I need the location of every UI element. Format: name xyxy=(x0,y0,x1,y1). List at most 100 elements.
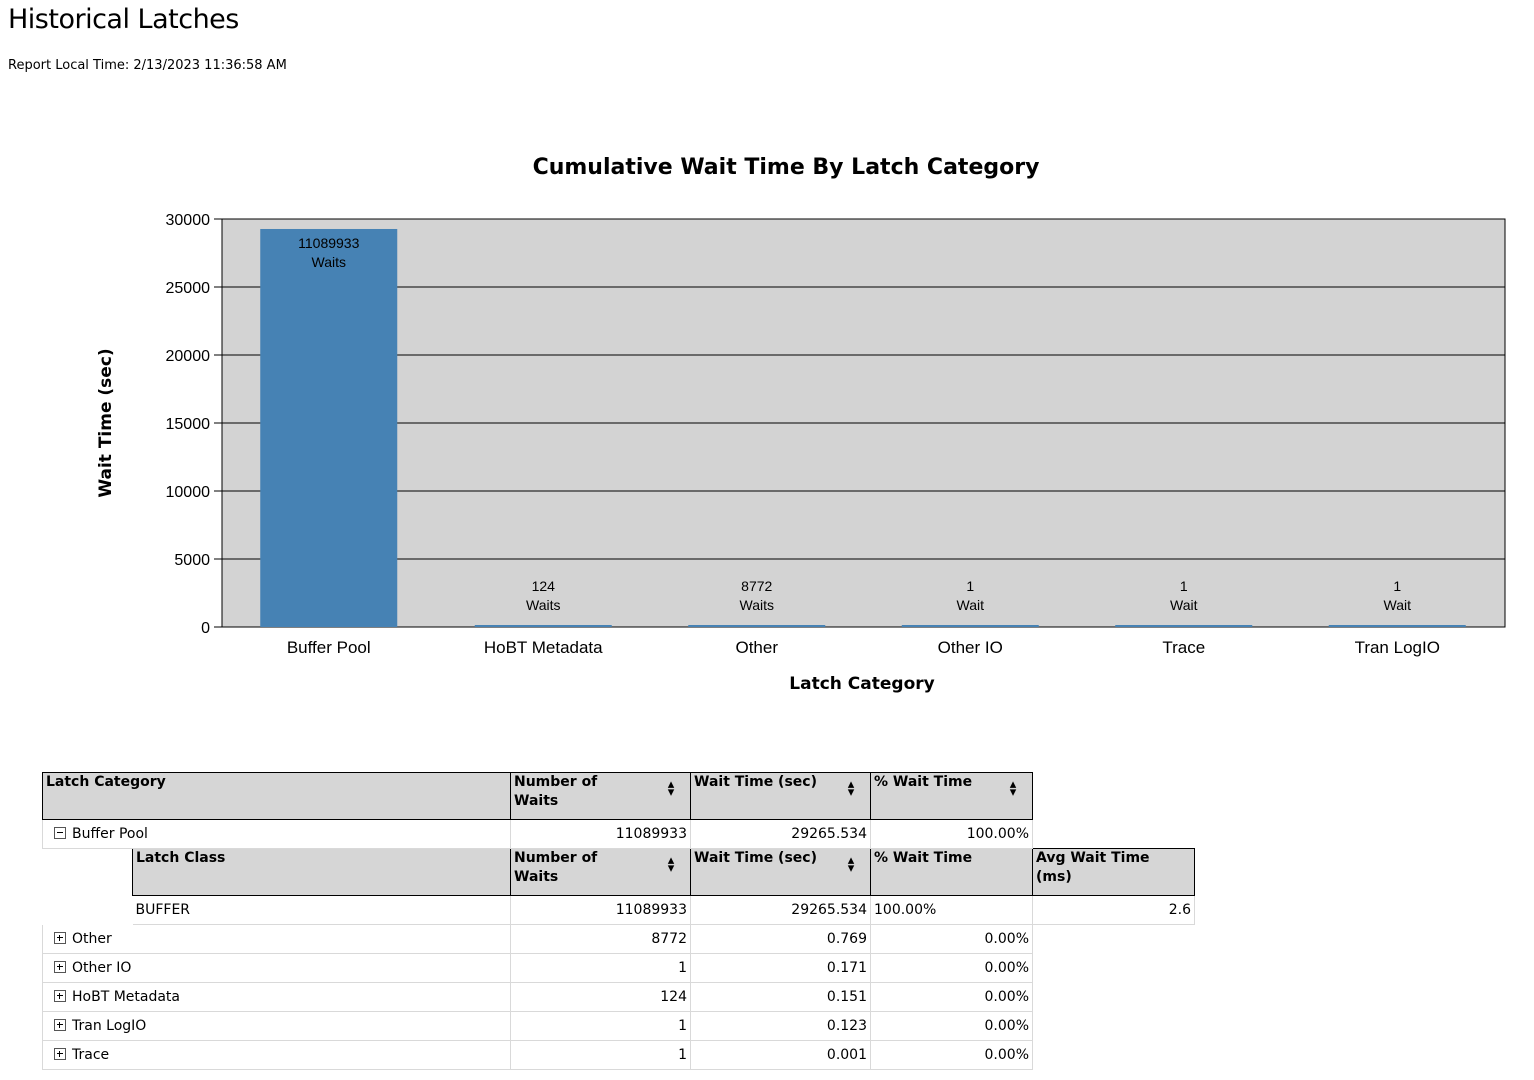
bar-other[interactable] xyxy=(688,625,826,627)
table-row: Other 8772 0.769 0.00% xyxy=(42,924,1195,954)
sub-row-waits: 11089933 xyxy=(510,895,691,925)
x-category-label: HoBT Metadata xyxy=(484,638,603,657)
bar-hobt-metadata[interactable] xyxy=(474,625,612,627)
row-category[interactable]: Buffer Pool xyxy=(42,819,511,849)
x-category-label: Tran LogIO xyxy=(1355,638,1440,657)
sub-header-pct-wait-time: % Wait Time xyxy=(870,848,1033,896)
row-waits: 8772 xyxy=(510,924,691,954)
sub-row-pct: 100.00% xyxy=(870,895,1033,925)
expand-icon[interactable] xyxy=(54,961,66,973)
sort-arrows-icon[interactable]: ▴ ▾ xyxy=(847,853,855,876)
row-wait-time: 0.001 xyxy=(690,1040,871,1070)
row-category-label: Other xyxy=(72,931,112,947)
header-label: (ms) xyxy=(1036,869,1072,885)
header-label: Number of xyxy=(514,774,598,790)
x-category-label: Other IO xyxy=(938,638,1003,657)
table-header: Latch Category Number of Waits ▴ ▾ Wait Tim… xyxy=(42,772,1195,820)
header-label: Wait Time (sec) xyxy=(694,850,817,866)
row-wait-time: 0.123 xyxy=(690,1011,871,1041)
collapsed-rows: Other 8772 0.769 0.00% Other IO 1 0.171 0.00% Ho… xyxy=(42,924,1195,1070)
collapse-icon[interactable] xyxy=(54,827,66,839)
row-category-label: Trace xyxy=(72,1047,110,1063)
y-tick-label: 30000 xyxy=(166,212,211,229)
row-pct: 0.00% xyxy=(870,953,1033,983)
row-pct: 0.00% xyxy=(870,1040,1033,1070)
row-category-label: Tran LogIO xyxy=(72,1018,147,1034)
sort-arrows-icon[interactable]: ▴ ▾ xyxy=(667,853,675,876)
row-category[interactable]: Other xyxy=(42,924,511,954)
header-latch-category: Latch Category xyxy=(42,772,511,820)
row-pct: 100.00% xyxy=(870,819,1033,849)
bar-other-io[interactable] xyxy=(901,625,1039,627)
data-labels: 11089933 Waits 124 Waits 8772 Waits 1 Wait 1 Wait… xyxy=(298,235,1411,613)
y-tick-label: 25000 xyxy=(166,280,211,297)
expand-icon[interactable] xyxy=(54,932,66,944)
header-label: Number of xyxy=(514,850,598,866)
sub-row-wait-time: 29265.534 xyxy=(690,895,871,925)
row-wait-time: 0.769 xyxy=(690,924,871,954)
row-pct: 0.00% xyxy=(870,924,1033,954)
row-category[interactable]: Other IO xyxy=(42,953,511,983)
row-pct: 0.00% xyxy=(870,982,1033,1012)
wait-time-bar-chart: Cumulative Wait Time By Latch Category 0… xyxy=(96,155,1506,694)
sub-header-wait-time[interactable]: Wait Time (sec) ▴ ▾ xyxy=(690,848,871,896)
x-category-label: Buffer Pool xyxy=(287,638,371,657)
row-category-label: HoBT Metadata xyxy=(72,989,180,1005)
header-label: Waits xyxy=(514,793,559,809)
sub-table-row: BUFFER 11089933 29265.534 100.00% 2.6 xyxy=(43,895,1195,925)
header-number-of-waits[interactable]: Number of Waits ▴ ▾ xyxy=(510,772,691,820)
expand-icon[interactable] xyxy=(54,990,66,1002)
data-label: Waits xyxy=(526,597,560,613)
header-label: Avg Wait Time xyxy=(1036,850,1150,866)
expand-icon[interactable] xyxy=(54,1019,66,1031)
y-tick-label: 20000 xyxy=(166,348,211,365)
expand-icon[interactable] xyxy=(54,1048,66,1060)
latch-category-table: Latch Category Number of Waits ▴ ▾ Wait Tim… xyxy=(42,772,1195,1070)
row-category-label: Other IO xyxy=(72,960,132,976)
y-axis-title: Wait Time (sec) xyxy=(96,348,116,497)
row-waits: 1 xyxy=(510,1040,691,1070)
sort-arrows-icon[interactable]: ▴ ▾ xyxy=(667,777,675,800)
data-label: Wait xyxy=(1170,597,1198,613)
data-label: Wait xyxy=(1384,597,1412,613)
row-pct: 0.00% xyxy=(870,1011,1033,1041)
sub-table-header: Latch Class Number of Waits ▴ ▾ Wait Time (… xyxy=(43,848,1195,896)
row-category-label: Buffer Pool xyxy=(72,826,148,842)
row-category[interactable]: Tran LogIO xyxy=(42,1011,511,1041)
chart-title: Cumulative Wait Time By Latch Category xyxy=(533,155,1040,180)
data-label: 1 xyxy=(1393,578,1401,594)
bar-tran-logio[interactable] xyxy=(1328,625,1466,627)
data-label: 11089933 xyxy=(298,235,359,251)
header-label: Wait Time (sec) xyxy=(694,774,817,790)
x-axis-title: Latch Category xyxy=(789,674,934,694)
row-category[interactable]: Trace xyxy=(42,1040,511,1070)
table-row: Trace 1 0.001 0.00% xyxy=(42,1040,1195,1070)
y-axis-ticks: 0 5000 10000 15000 20000 25000 30000 xyxy=(166,212,222,637)
row-wait-time: 0.171 xyxy=(690,953,871,983)
header-label: Waits xyxy=(514,869,559,885)
row-waits: 11089933 xyxy=(510,819,691,849)
row-waits: 1 xyxy=(510,953,691,983)
y-tick-label: 5000 xyxy=(174,552,210,569)
header-latch-class: Latch Class xyxy=(132,848,511,896)
sort-arrows-icon[interactable]: ▴ ▾ xyxy=(1009,777,1017,800)
sub-row-class: BUFFER xyxy=(132,895,511,925)
bars xyxy=(260,228,1466,627)
header-wait-time[interactable]: Wait Time (sec) ▴ ▾ xyxy=(690,772,871,820)
bar-buffer-pool[interactable] xyxy=(260,228,398,627)
report-title: Historical Latches xyxy=(8,4,239,35)
y-tick-label: 10000 xyxy=(166,484,211,501)
row-waits: 124 xyxy=(510,982,691,1012)
y-tick-label: 15000 xyxy=(166,416,211,433)
sub-row-avg: 2.6 xyxy=(1032,895,1195,925)
bar-trace[interactable] xyxy=(1115,625,1253,627)
data-label: 1 xyxy=(1180,578,1188,594)
row-category[interactable]: HoBT Metadata xyxy=(42,982,511,1012)
data-label: Waits xyxy=(740,597,774,613)
header-label: % Wait Time xyxy=(874,774,973,790)
header-pct-wait-time[interactable]: % Wait Time ▴ ▾ xyxy=(870,772,1033,820)
table-row: Buffer Pool 11089933 29265.534 100.00% xyxy=(42,819,1195,849)
report-local-time: Report Local Time: 2/13/2023 11:36:58 AM xyxy=(8,58,287,73)
sort-arrows-icon[interactable]: ▴ ▾ xyxy=(847,777,855,800)
sub-header-number-of-waits[interactable]: Number of Waits ▴ ▾ xyxy=(510,848,691,896)
